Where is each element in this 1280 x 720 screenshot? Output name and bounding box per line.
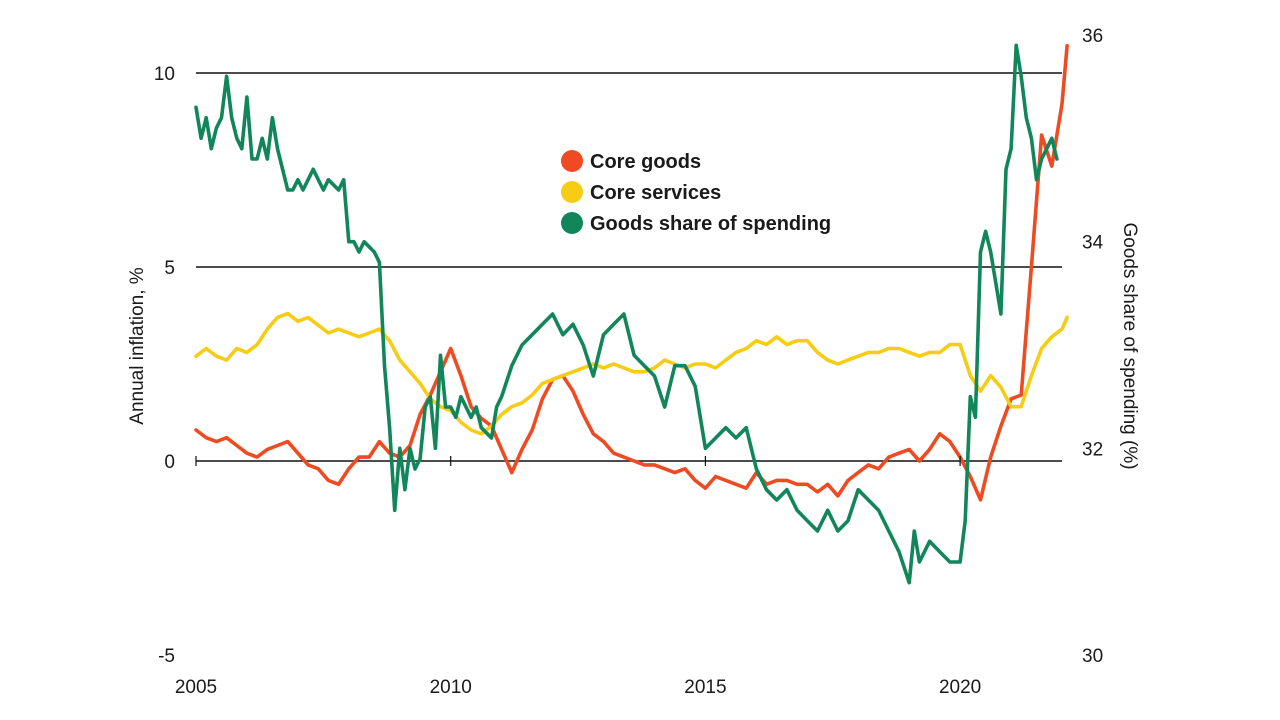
- legend-swatch-core-goods: [561, 150, 583, 172]
- x-tick-label: 2010: [430, 677, 472, 698]
- legend-label-core-goods: Core goods: [590, 151, 701, 173]
- right-y-tick-label: 36: [1082, 26, 1103, 47]
- x-tick-label: 2005: [175, 677, 217, 698]
- right-y-tick-label: 34: [1082, 233, 1104, 254]
- left-y-tick-label: 0: [164, 452, 175, 473]
- right-axis-title: Goods share of spending (%): [1119, 222, 1140, 469]
- legend-swatch-core-services: [561, 181, 583, 203]
- left-axis-title: Annual inflation, %: [127, 267, 148, 424]
- series-line-core-services: [194, 311, 1069, 436]
- legend-label-core-services: Core services: [590, 182, 721, 204]
- right-y-tick-label: 32: [1082, 439, 1103, 460]
- series-line-goods-share-of-spending: [194, 43, 1059, 585]
- legend-label-goods-share-of-spending: Goods share of spending: [590, 213, 831, 235]
- right-y-tick-label: 30: [1082, 646, 1103, 667]
- x-tick-label: 2015: [684, 677, 726, 698]
- x-tick-label: 2020: [939, 677, 981, 698]
- legend-swatch-goods-share-of-spending: [561, 212, 583, 234]
- gridlines: [196, 72, 1062, 462]
- left-y-tick-label: 5: [164, 258, 175, 279]
- x-axis-tick-labels: 2005 2010 2015 2020: [175, 456, 981, 698]
- left-y-tick-label: 10: [154, 64, 175, 85]
- legend: Core goods Core services Goods share of sp…: [561, 150, 831, 235]
- left-y-tick-label: -5: [158, 646, 175, 667]
- series-line-core-goods: [194, 44, 1069, 502]
- series-lines: [194, 43, 1069, 585]
- right-axis-tick-labels: 36 34 32 30: [1082, 26, 1104, 667]
- left-axis-tick-labels: 10 5 0 -5: [154, 64, 175, 667]
